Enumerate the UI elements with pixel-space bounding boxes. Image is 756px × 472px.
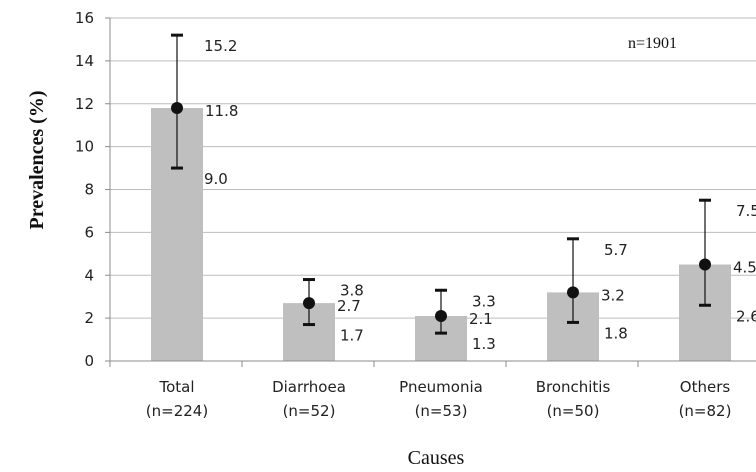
y-tick-label: 14 <box>75 52 94 70</box>
y-tick-label: 6 <box>84 223 94 241</box>
y-tick-label: 0 <box>84 352 94 370</box>
category-label: Total <box>158 378 194 396</box>
y-tick-label: 12 <box>75 95 94 113</box>
upper-ci-label: 7.5 <box>736 202 756 220</box>
upper-ci-label: 3.3 <box>472 292 496 310</box>
lower-ci-label: 1.7 <box>340 327 364 345</box>
upper-ci-label: 15.2 <box>204 37 237 55</box>
gridlines <box>105 17 756 362</box>
y-tick-label: 8 <box>84 181 94 199</box>
value-label: 3.2 <box>601 286 625 304</box>
point-marker <box>171 102 183 115</box>
y-tick-label: 16 <box>75 9 94 27</box>
x-axis <box>105 18 756 367</box>
lower-ci-label: 1.3 <box>472 335 496 353</box>
value-label: 4.5 <box>733 259 756 277</box>
category-label: Others <box>680 378 731 396</box>
data-labels: 15.2 11.8 9.0 3.82.7 1.7 3.32.1 1.3 5.7 3.2 1.8 7.… <box>204 37 756 353</box>
error-bars <box>171 33 711 335</box>
point-marker <box>699 258 711 271</box>
upper-ci-label: 5.7 <box>604 241 628 259</box>
category-n-label: (n=82) <box>679 402 732 420</box>
lower-ci-label: 2.6 <box>736 307 756 325</box>
lower-ci-label: 9.0 <box>204 170 228 188</box>
y-tick-label: 2 <box>84 309 94 327</box>
lower-ci-label: 1.8 <box>604 324 628 342</box>
y-tick-label: 10 <box>75 138 94 156</box>
y-axis-title: Prevalences (%) <box>26 90 48 229</box>
point-marker <box>567 286 579 299</box>
y-tick-label: 4 <box>84 266 94 284</box>
category-label: Bronchitis <box>536 378 611 396</box>
value-label: 2.1 <box>469 310 493 328</box>
x-axis-title: Causes <box>408 447 465 469</box>
category-label: Pneumonia <box>399 378 483 396</box>
value-label: 2.7 <box>337 297 361 315</box>
y-tick-labels: 0 2 4 6 8 10 12 14 16 <box>75 9 94 370</box>
category-labels: Total (n=224) Diarrhoea (n=52) Pneumonia (n=5… <box>146 378 732 420</box>
category-n-label: (n=50) <box>547 402 600 420</box>
category-n-label: (n=52) <box>283 402 336 420</box>
upper-ci-label: 3.8 <box>340 282 364 300</box>
point-marker <box>303 297 315 310</box>
point-marker <box>435 309 447 322</box>
category-n-label: (n=53) <box>415 402 468 420</box>
annotation-n-total: n=1901 <box>628 35 677 52</box>
category-label: Diarrhoea <box>272 378 346 396</box>
value-label: 11.8 <box>205 102 238 120</box>
category-n-label: (n=224) <box>146 402 208 420</box>
